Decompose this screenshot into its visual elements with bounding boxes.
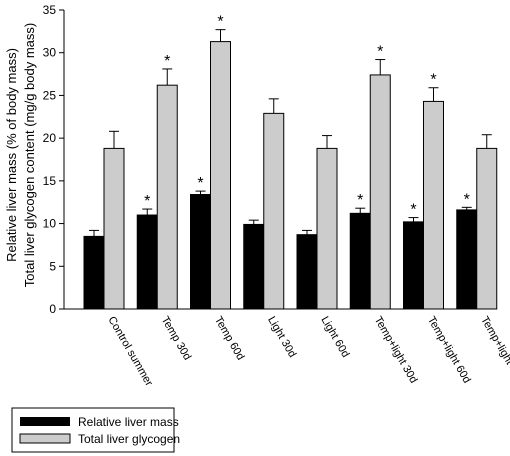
significance-star: * bbox=[464, 191, 470, 208]
category-label: Temp+light 30d bbox=[372, 315, 420, 386]
bar-relative-liver-mass bbox=[83, 235, 105, 310]
y-axis-title-line-1: Relative liver mass (% of body mass) bbox=[4, 48, 19, 262]
legend-box bbox=[11, 407, 175, 453]
y-tick-label: 15 bbox=[43, 174, 57, 188]
bar-relative-liver-mass bbox=[243, 223, 265, 310]
bar-total-liver-glycogen bbox=[156, 84, 178, 310]
category-label: Light 60d bbox=[318, 315, 351, 360]
category-label: Temp 60d bbox=[212, 315, 247, 363]
bar-total-liver-glycogen bbox=[263, 112, 285, 310]
significance-star: * bbox=[430, 72, 436, 89]
significance-star: * bbox=[197, 175, 203, 192]
category-labels: Control summer Temp 30d Temp 60d Light 30d L… bbox=[105, 315, 510, 420]
bar-relative-liver-mass bbox=[190, 194, 211, 310]
y-tick-label: 5 bbox=[49, 259, 56, 273]
bar-relative-liver-mass bbox=[403, 221, 424, 310]
category-label: Temp 30d bbox=[159, 315, 194, 363]
y-ticks: 0 5 10 15 20 25 30 35 bbox=[43, 3, 64, 316]
y-tick-label: 25 bbox=[43, 88, 57, 102]
legend: Relative liver mass Total liver glycogen bbox=[11, 407, 180, 453]
bar-total-liver-glycogen bbox=[476, 147, 498, 310]
legend-swatch-relative-liver-mass bbox=[20, 417, 70, 426]
significance-star: * bbox=[357, 192, 363, 209]
y-tick-label: 0 bbox=[49, 302, 56, 316]
category-label: Temp+light+anoxia 60d bbox=[478, 315, 510, 420]
legend-label-relative-liver-mass: Relative liver mass bbox=[78, 415, 179, 429]
bar-relative-liver-mass bbox=[456, 209, 478, 310]
bar-total-liver-glycogen bbox=[316, 147, 338, 310]
y-tick-label: 35 bbox=[43, 3, 57, 17]
y-axis-title-line-2: Total liver glycogen content (mg/g body … bbox=[22, 23, 37, 287]
bar-relative-liver-mass bbox=[296, 234, 318, 310]
bar-total-liver-glycogen bbox=[210, 41, 231, 310]
bars bbox=[83, 41, 498, 310]
error-bars bbox=[89, 29, 492, 237]
y-axis-title: Relative liver mass (% of body mass) Tot… bbox=[4, 23, 37, 287]
significance-star: * bbox=[217, 14, 223, 31]
legend-swatch-total-liver-glycogen bbox=[19, 433, 71, 444]
significance-star: * bbox=[377, 44, 383, 61]
y-tick-label: 10 bbox=[43, 217, 57, 231]
y-tick-label: 30 bbox=[43, 46, 57, 60]
category-label: Control summer bbox=[105, 315, 155, 389]
bar-relative-liver-mass bbox=[349, 212, 371, 310]
bar-total-liver-glycogen bbox=[103, 147, 125, 310]
bar-total-liver-glycogen bbox=[369, 74, 391, 310]
significance-star: * bbox=[144, 193, 150, 210]
category-label: Temp+light 60d bbox=[425, 315, 473, 386]
significance-star: * bbox=[410, 202, 416, 219]
y-tick-label: 20 bbox=[43, 131, 57, 145]
category-label: Light 30d bbox=[265, 315, 298, 360]
bar-total-liver-glycogen bbox=[423, 100, 444, 310]
significance-star: * bbox=[164, 53, 170, 70]
significance-markers: * * * * * * * * * bbox=[144, 14, 470, 219]
bar-relative-liver-mass bbox=[136, 214, 158, 310]
legend-label-total-liver-glycogen: Total liver glycogen bbox=[78, 432, 180, 446]
